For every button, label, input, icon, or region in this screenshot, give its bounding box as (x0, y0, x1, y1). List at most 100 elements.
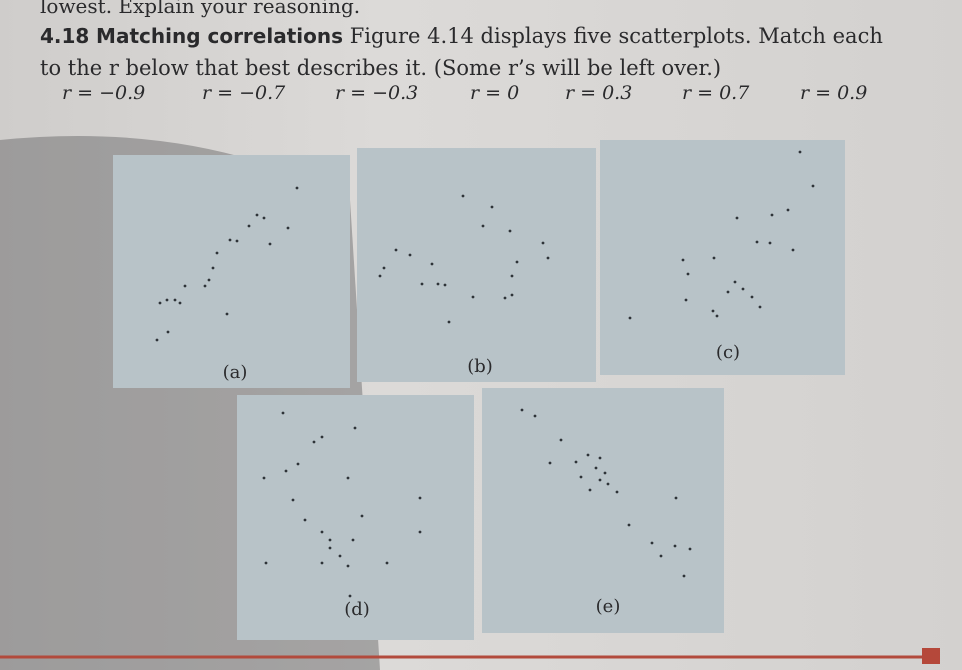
scatter-dot (598, 456, 602, 460)
r-option: r = −0.9 (62, 82, 146, 104)
scatter-dot (515, 260, 519, 264)
scatter-dot (165, 298, 169, 302)
scatter-dot (603, 471, 607, 475)
scatter-dot (320, 561, 324, 565)
scatter-dot (755, 240, 759, 244)
scatter-dot (155, 338, 159, 342)
r-option: r = −0.7 (202, 82, 286, 104)
scatter-dot (471, 295, 475, 299)
scatter-dot (385, 561, 389, 565)
scatter-dot (768, 241, 772, 245)
scatter-dot (262, 476, 266, 480)
scatter-dot (353, 426, 357, 430)
scatter-dot (255, 213, 259, 217)
scatter-dot (247, 224, 251, 228)
scatter-dot (228, 238, 232, 242)
scatter-dot (178, 301, 182, 305)
scatter-dot (320, 435, 324, 439)
problem-text: Figure 4.14 displays five scatterplots. … (40, 24, 883, 80)
scatter-dot (328, 538, 332, 542)
scatter-dot (183, 284, 187, 288)
scatter-dot (684, 298, 688, 302)
scatter-dot (627, 523, 631, 527)
scatter-dot (750, 295, 754, 299)
scatter-dot (348, 594, 352, 598)
scatter-dot (559, 438, 563, 442)
scatter-dot (508, 229, 512, 233)
scatter-dot (490, 205, 494, 209)
scatterplot-panel (600, 140, 845, 375)
scatter-dot (320, 530, 324, 534)
scatter-dot (262, 216, 266, 220)
scatter-dot (291, 498, 295, 502)
scatter-dot (207, 278, 211, 282)
scatter-dot (281, 411, 285, 415)
scatter-dot (360, 514, 364, 518)
lead-text: lowest. Explain your reasoning. (40, 0, 361, 18)
scatter-dot (770, 213, 774, 217)
r-option: r = 0.3 (565, 82, 633, 104)
scatter-dot (418, 496, 422, 500)
scatter-dot (481, 224, 485, 228)
scatter-dot (351, 538, 355, 542)
scatterplot-panel (113, 155, 350, 388)
scatter-dot (443, 283, 447, 287)
problem-title: Matching correlations (96, 24, 344, 48)
problem-number: 4.18 (40, 24, 90, 48)
panel-label: (e) (596, 596, 621, 617)
problem: 4.18 Matching correlations Figure 4.14 d… (40, 20, 900, 84)
scatterplot-panel (357, 148, 596, 382)
scatter-dot (378, 274, 382, 278)
scatter-dot (510, 274, 514, 278)
scatter-dot (546, 256, 550, 260)
scatter-dot (659, 554, 663, 558)
scatter-dot (303, 518, 307, 522)
scatter-dot (203, 284, 207, 288)
scatter-dot (346, 564, 350, 568)
r-option: r = −0.3 (335, 82, 419, 104)
marker (922, 648, 940, 664)
r-option: r = 0 (470, 82, 520, 104)
scatter-dot (758, 305, 762, 309)
scatter-dot (741, 287, 745, 291)
scatter-dot (394, 248, 398, 252)
scatter-dot (284, 469, 288, 473)
scatter-dot (503, 296, 507, 300)
scatter-dot (286, 226, 290, 230)
scatter-dot (733, 280, 737, 284)
scatter-dot (726, 290, 730, 294)
scatter-dot (158, 301, 162, 305)
scatter-dot (215, 251, 219, 255)
scatter-dot (225, 312, 229, 316)
panel-label: (b) (467, 356, 493, 377)
scatter-dot (674, 496, 678, 500)
scatter-dot (712, 256, 716, 260)
scatter-dot (382, 266, 386, 270)
scatter-dot (811, 184, 815, 188)
scatter-dot (681, 258, 685, 262)
scatter-dot (346, 476, 350, 480)
scatter-dot (798, 150, 802, 154)
scatter-dot (688, 547, 692, 551)
scatter-dot (686, 272, 690, 276)
scatter-dot (588, 488, 592, 492)
scatter-dot (711, 309, 715, 313)
scatter-dot (461, 194, 465, 198)
scatter-dot (328, 546, 332, 550)
scatter-dot (296, 462, 300, 466)
scatter-dot (418, 530, 422, 534)
scatter-dot (430, 262, 434, 266)
scatter-dot (420, 282, 424, 286)
scatter-dot (338, 554, 342, 558)
scatter-dot (735, 216, 739, 220)
scatter-dot (533, 414, 537, 418)
panel-label: (a) (223, 362, 248, 383)
scatterplot-panel (237, 395, 474, 640)
scatter-dot (268, 242, 272, 246)
scatter-dot (295, 186, 299, 190)
scatter-dot (166, 330, 170, 334)
r-option: r = 0.7 (682, 82, 750, 104)
scatter-dot (673, 544, 677, 548)
scatter-dot (715, 314, 719, 318)
